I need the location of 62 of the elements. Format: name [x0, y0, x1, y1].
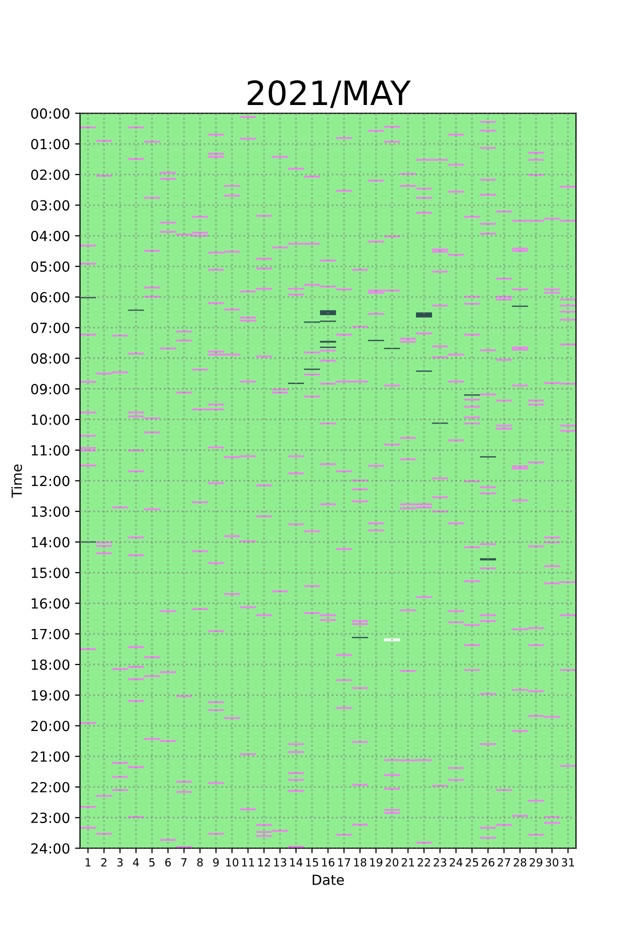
- x-tick-label: 29: [530, 858, 542, 867]
- x-tick-label: 17: [338, 858, 350, 866]
- y-tick-label: 23:00: [31, 812, 70, 824]
- x-tick-label: 23: [434, 858, 446, 867]
- bar: [416, 312, 432, 318]
- x-tick-label: 4: [133, 858, 139, 866]
- y-tick-label: 21:00: [31, 751, 70, 762]
- x-tick-label: 1: [86, 858, 91, 866]
- x-tick-label: 5: [149, 858, 155, 867]
- x-tick-label: 22: [418, 858, 430, 866]
- x-tick-label: 27: [498, 858, 510, 866]
- y-tick-label: 18:00: [32, 659, 70, 670]
- x-tick-label: 13: [274, 858, 286, 867]
- y-tick-label: 02:00: [31, 170, 70, 180]
- x-tick-label: 15: [306, 858, 318, 867]
- x-tick-label: 18: [354, 858, 366, 867]
- x-tick-label: 28: [514, 858, 526, 867]
- y-tick-label: 08:00: [31, 353, 70, 364]
- y-tick-label: 20:00: [31, 720, 70, 732]
- y-tick-label: 03:00: [31, 200, 70, 211]
- y-tick-label: 13:00: [32, 506, 70, 517]
- x-tick-label: 21: [402, 858, 414, 866]
- bar: [320, 310, 336, 316]
- x-tick-label: 8: [197, 858, 203, 867]
- x-tick-label: 2: [101, 858, 106, 866]
- x-tick-label: 11: [242, 858, 254, 866]
- y-axis-title: Time: [11, 464, 22, 498]
- y-tick-label: 11:00: [32, 445, 70, 456]
- x-tick-label: 26: [482, 858, 494, 867]
- y-tick-label: 04:00: [31, 230, 70, 242]
- x-tick-label: 6: [165, 858, 171, 867]
- x-tick-label: 20: [386, 858, 398, 867]
- x-tick-label: 25: [466, 858, 478, 867]
- y-tick-label: 07:00: [31, 322, 70, 334]
- x-tick-label: 30: [546, 858, 558, 867]
- x-tick-label: 24: [450, 858, 462, 866]
- y-tick-label: 22:00: [31, 782, 70, 792]
- x-axis-title: Date: [312, 874, 344, 886]
- x-tick-label: 31: [562, 858, 574, 867]
- y-tick-label: 14:00: [32, 536, 70, 548]
- y-tick-label: 15:00: [32, 568, 70, 578]
- y-tick-label: 10:00: [32, 414, 70, 425]
- x-tick-label: 12: [258, 858, 270, 866]
- y-tick-label: 05:00: [31, 261, 70, 272]
- y-tick-label: 19:00: [32, 690, 70, 701]
- x-tick-label: 16: [322, 858, 334, 867]
- y-tick-label: 06:00: [31, 292, 70, 302]
- x-tick-label: 10: [226, 858, 238, 867]
- y-tick-label: 16:00: [32, 598, 70, 609]
- chart-title: 2021/MAY: [248, 80, 411, 108]
- y-tick-label: 12:00: [32, 476, 70, 486]
- x-tick-label: 9: [213, 858, 219, 867]
- y-tick-label: 01:00: [31, 138, 70, 150]
- y-tick-label: 17:00: [32, 628, 70, 640]
- y-tick-label: 24:00: [31, 843, 70, 854]
- x-tick-label: 19: [370, 858, 382, 867]
- x-tick-label: 3: [117, 858, 123, 867]
- x-tick-label: 14: [290, 858, 302, 866]
- y-tick-label: 09:00: [31, 384, 70, 394]
- y-tick-label: 00:00: [31, 108, 70, 119]
- x-tick-label: 7: [181, 858, 187, 866]
- bar: [384, 638, 400, 642]
